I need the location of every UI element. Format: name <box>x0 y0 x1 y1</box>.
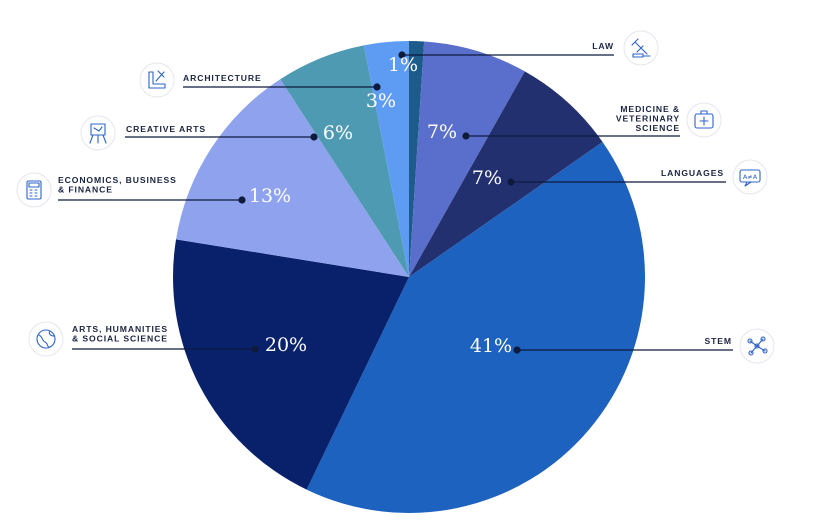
category-label-law: LAW <box>592 41 614 51</box>
percentage-label-languages: 7% <box>472 167 502 189</box>
leader-dot-creative-arts <box>310 133 318 141</box>
leader-dot-economics-business-and-finance <box>238 196 246 204</box>
leader-dot-medicine-and-veterinary-science <box>462 132 470 140</box>
callout-leaders <box>58 51 733 354</box>
pie-slices <box>173 40 646 514</box>
easel-icon <box>80 115 116 151</box>
category-label-economics-business-and-finance: ECONOMICS, BUSINESS & FINANCE <box>58 175 177 194</box>
category-icons: A≠A <box>16 30 775 364</box>
calculator-icon <box>16 172 52 208</box>
molecule-icon <box>739 328 775 364</box>
percentage-label-creative-arts: 6% <box>323 122 353 144</box>
percentage-label-economics-business-and-finance: 13% <box>249 185 291 207</box>
pie-slice-arts-humanities-and-social-science <box>173 239 409 490</box>
drafting-tools-icon <box>139 62 175 98</box>
percentage-labels: 1% 7% 7% 41% 20% 13% 6% 3% <box>249 54 512 357</box>
category-label-creative-arts: CREATIVE ARTS <box>126 124 206 134</box>
category-label-architecture: ARCHITECTURE <box>183 73 262 83</box>
percentage-label-architecture: 3% <box>366 90 396 112</box>
category-label-stem: STEM <box>705 336 732 346</box>
leader-dot-arts-humanities-and-social-science <box>251 345 259 353</box>
leader-dot-stem <box>513 346 521 354</box>
percentage-label-stem: 41% <box>470 335 512 357</box>
category-label-arts-humanities-and-social-science: ARTS, HUMANITIES & SOCIAL SCIENCE <box>72 324 168 343</box>
pie-slice-languages <box>409 71 603 278</box>
pie-slice-economics-business-and-finance <box>176 79 409 278</box>
percentage-label-medicine-and-veterinary-science: 7% <box>427 121 457 143</box>
svg-text:A≠A: A≠A <box>743 173 758 181</box>
pie-slice-stem <box>306 141 646 514</box>
translate-icon: A≠A <box>732 159 768 195</box>
leader-dot-law <box>398 51 406 59</box>
category-label-medicine-and-veterinary-science: MEDICINE & VETERINARY SCIENCE <box>616 104 680 133</box>
medical-kit-icon <box>686 102 722 138</box>
percentage-label-arts-humanities-and-social-science: 20% <box>265 334 307 356</box>
percentage-label-law: 1% <box>388 54 418 76</box>
pie-slice-architecture <box>363 41 409 277</box>
pie-slice-law <box>409 40 425 278</box>
pie-slice-medicine-and-veterinary-science <box>409 41 525 278</box>
globe-icon <box>28 321 64 357</box>
leader-dot-languages <box>507 178 515 186</box>
leader-dot-architecture <box>373 83 381 91</box>
gavel-icon <box>623 30 659 66</box>
category-labels: LAW MEDICINE & VETERINARY SCIENCE LANGUAGES S… <box>58 41 732 346</box>
pie-slice-creative-arts <box>280 45 409 277</box>
category-label-languages: LANGUAGES <box>661 168 724 178</box>
